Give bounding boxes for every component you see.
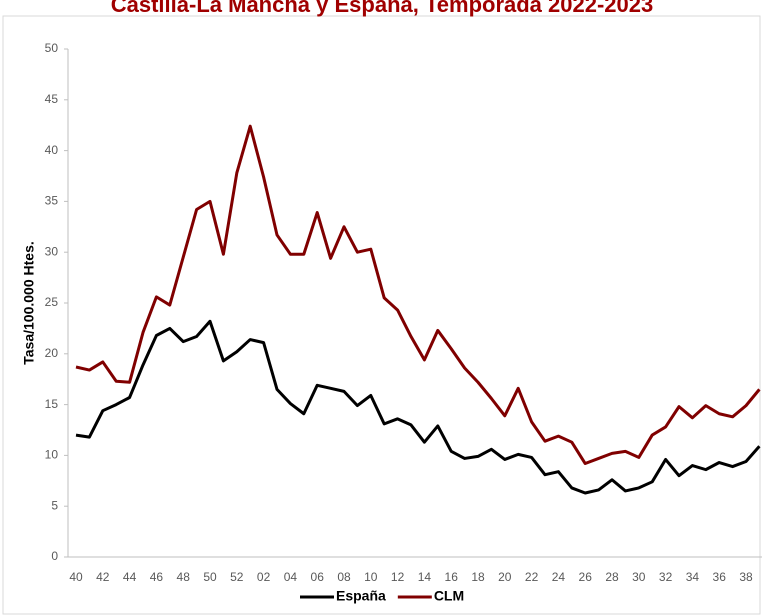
y-tick-label: 30 (45, 244, 59, 258)
x-tick-label: 32 (659, 570, 673, 584)
x-tick-label: 34 (686, 570, 700, 584)
x-tick-label: 48 (177, 570, 191, 584)
x-tick-label: 02 (257, 570, 271, 584)
x-tick-label: 42 (96, 570, 110, 584)
y-tick-label: 40 (45, 143, 59, 157)
x-tick-label: 10 (364, 570, 378, 584)
y-tick-label: 35 (45, 194, 59, 208)
chart-border (2, 15, 761, 615)
x-tick-label: 36 (713, 570, 727, 584)
y-tick-label: 45 (45, 92, 59, 106)
y-tick-label: 25 (45, 295, 59, 309)
x-tick-label: 20 (498, 570, 512, 584)
y-tick-label: 0 (51, 549, 58, 563)
y-tick-label: 50 (45, 41, 59, 55)
x-tick-label: 06 (311, 570, 325, 584)
y-tick-label: 15 (45, 397, 59, 411)
x-tick-label: 46 (150, 570, 164, 584)
x-tick-label: 26 (579, 570, 593, 584)
x-tick-label: 30 (632, 570, 646, 584)
x-tick-label: 04 (284, 570, 298, 584)
x-tick-label: 24 (552, 570, 566, 584)
x-tick-label: 16 (445, 570, 459, 584)
x-tick-label: 44 (123, 570, 137, 584)
x-tick-label: 40 (69, 570, 83, 584)
y-axis-label: Tasa/100.000 Htes. (21, 241, 37, 365)
y-tick-label: 10 (45, 448, 59, 462)
y-tick-label: 5 (51, 498, 58, 512)
x-tick-label: 22 (525, 570, 539, 584)
x-tick-label: 50 (203, 570, 217, 584)
chart-title: Castilla-La Mancha y España, Temporada 2… (111, 0, 654, 17)
x-tick-label: 52 (230, 570, 244, 584)
line-series (75, 319, 761, 495)
legend-label: España (336, 588, 386, 604)
x-tick-label: 18 (471, 570, 485, 584)
y-tick-label: 20 (45, 346, 59, 360)
x-tick-label: 38 (739, 570, 753, 584)
legend-label: CLM (434, 588, 464, 604)
x-tick-label: 12 (391, 570, 405, 584)
x-tick-label: 08 (337, 570, 351, 584)
x-tick-label: 14 (418, 570, 432, 584)
line-series (75, 124, 761, 466)
x-tick-label: 28 (605, 570, 619, 584)
